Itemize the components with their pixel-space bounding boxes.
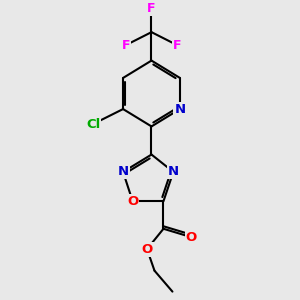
Text: F: F [147,2,156,15]
Text: O: O [141,243,153,256]
Text: F: F [122,38,130,52]
Text: F: F [173,38,181,52]
Text: N: N [174,103,185,116]
Text: O: O [127,195,138,208]
Text: N: N [168,165,179,178]
Text: Cl: Cl [86,118,100,130]
Text: N: N [118,165,129,178]
Text: O: O [186,231,197,244]
